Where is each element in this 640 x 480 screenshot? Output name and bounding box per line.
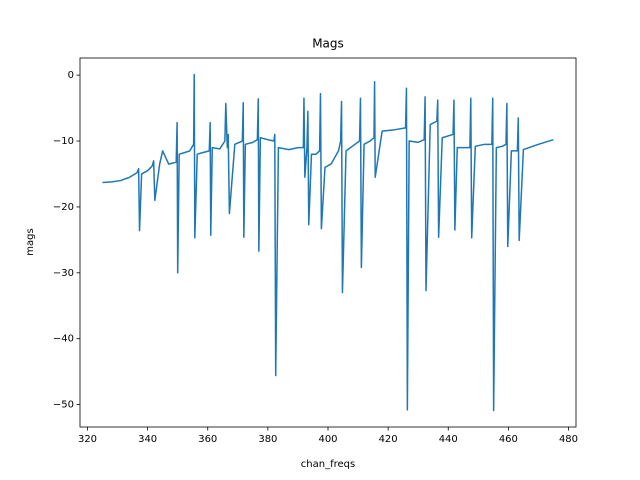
line-series <box>102 73 554 412</box>
y-tick-label: −40 <box>53 334 74 345</box>
chart-title: Mags <box>312 37 344 51</box>
x-tick-label: 360 <box>198 434 217 445</box>
axes-frame <box>79 57 577 428</box>
x-tick-label: 380 <box>258 434 277 445</box>
x-tick-label: 480 <box>559 434 578 445</box>
x-tick-label: 340 <box>138 434 157 445</box>
y-axis-label: mags <box>25 228 36 255</box>
y-tick-label: −10 <box>53 136 74 147</box>
x-tick-label: 420 <box>379 434 398 445</box>
y-tick-label: −50 <box>53 400 74 411</box>
x-tick-label: 400 <box>318 434 337 445</box>
x-tick-label: 440 <box>439 434 458 445</box>
x-axis-label: chan_freqs <box>301 459 355 470</box>
y-tick-label: 0 <box>68 70 74 81</box>
y-tick-label: −30 <box>53 268 74 279</box>
y-tick-label: −20 <box>53 202 74 213</box>
x-tick-label: 320 <box>78 434 97 445</box>
x-tick-label: 460 <box>499 434 518 445</box>
